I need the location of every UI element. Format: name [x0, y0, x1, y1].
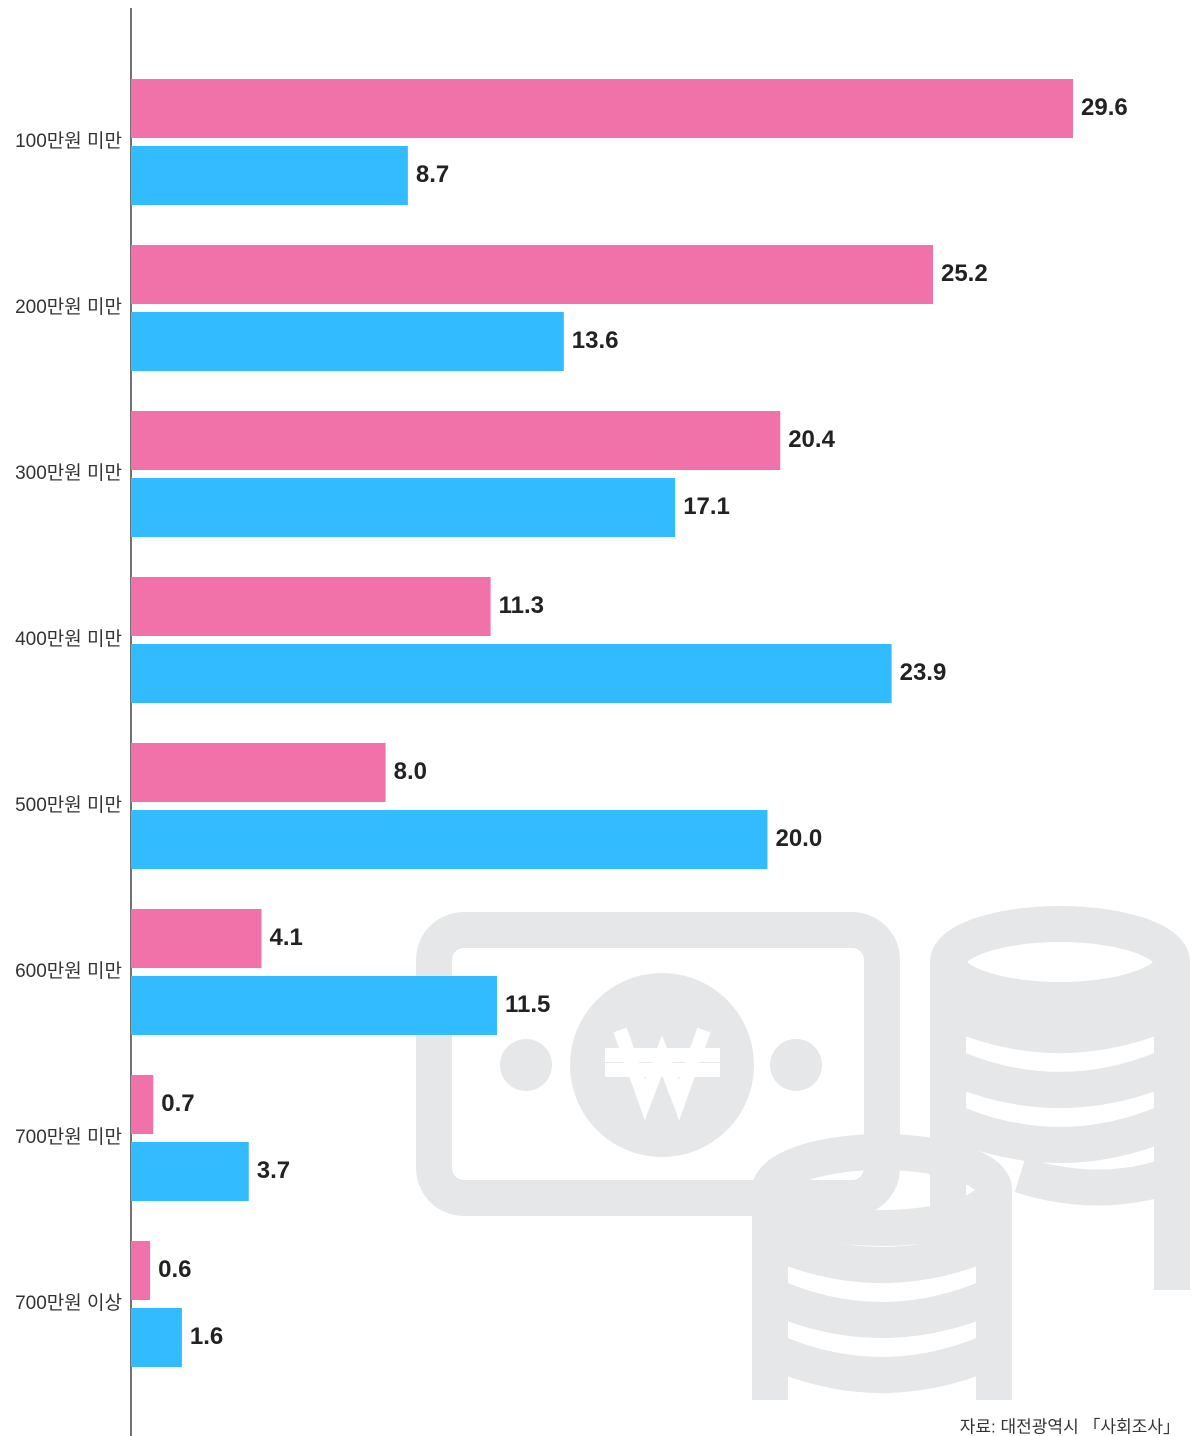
data-label: 11.5: [505, 991, 550, 1018]
bar: [131, 478, 676, 537]
bar: [131, 411, 781, 470]
data-label: 8.0: [394, 758, 427, 785]
bar: [131, 245, 933, 304]
data-label: 1.6: [190, 1323, 223, 1350]
data-label: 25.2: [941, 260, 988, 287]
bar: [131, 79, 1073, 138]
y-tick-label: 100만원 미만: [15, 130, 122, 152]
bar: [131, 1075, 154, 1134]
bar: [131, 644, 892, 703]
data-label: 20.0: [775, 825, 822, 852]
background-icon: [416, 906, 1190, 1400]
source: 자료: 대전광역시 「사회조사」: [960, 1417, 1180, 1436]
bar: [131, 1142, 249, 1201]
bar: [131, 909, 262, 968]
data-label: 8.7: [416, 161, 449, 188]
data-label: 11.3: [499, 592, 544, 619]
bar: [131, 810, 768, 869]
bar: [131, 577, 491, 636]
bar: [131, 743, 386, 802]
y-tick-label: 600만원 미만: [15, 960, 122, 982]
data-label: 13.6: [572, 327, 619, 354]
bar: [131, 976, 497, 1035]
y-tick-label: 700만원 미만: [15, 1126, 122, 1148]
bar: [131, 1308, 182, 1367]
y-tick-label: 400만원 미만: [15, 628, 122, 650]
bar: [131, 312, 564, 371]
y-tick-label: 700만원 이상: [15, 1292, 122, 1314]
data-label: 4.1: [269, 924, 302, 951]
data-label: 0.6: [158, 1256, 191, 1283]
data-label: 20.4: [788, 426, 835, 453]
y-tick-label: 200만원 미만: [15, 296, 122, 318]
y-tick-label: 300만원 미만: [15, 462, 122, 484]
data-label: 0.7: [161, 1090, 194, 1117]
bar: [131, 146, 408, 205]
y-tick-label: 500만원 미만: [15, 794, 122, 816]
bar: [131, 1241, 151, 1300]
data-label: 17.1: [683, 493, 730, 520]
data-label: 29.6: [1081, 94, 1128, 121]
data-label: 3.7: [257, 1157, 290, 1184]
data-label: 23.9: [900, 659, 947, 686]
